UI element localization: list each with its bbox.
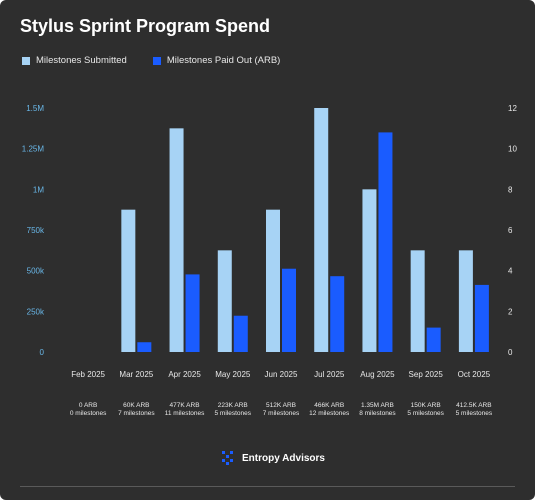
legend-item-paid: Milestones Paid Out (ARB) [152,55,281,66]
x-tick-label: Aug 2025 [360,370,395,379]
bar-paid [474,284,489,352]
bar-paid [185,274,200,352]
bar-paid [282,268,296,352]
bar-submitted [362,189,377,352]
annotation-arb: 0 ARB [79,402,97,409]
annotation-milestones: 5 milestones [456,410,493,417]
legend-item-submitted: Milestones Submitted [22,55,127,66]
x-tick-label: Apr 2025 [168,370,201,379]
x-tick-label: Mar 2025 [119,370,153,379]
annotation-milestones: 5 milestones [407,410,444,417]
y-left-tick-label: 750k [27,226,45,235]
y-left-tick-label: 250k [27,307,45,316]
bar-submitted [266,209,280,352]
annotation-milestones: 7 milestones [118,410,155,417]
annotation-arb: 1.35M ARB [361,402,394,409]
annotation-arb: 223K ARB [218,402,248,409]
legend: Milestones Submitted Milestones Paid Out… [22,55,280,66]
y-left-tick-label: 1M [33,185,44,194]
y-right-tick-label: 10 [508,145,517,154]
annotation-milestones: 8 milestones [359,410,396,417]
annotation-milestones: 7 milestones [263,410,300,417]
annotation-milestones: 12 milestones [309,410,350,417]
annotation-milestones: 0 milestones [70,410,107,417]
y-right-tick-label: 4 [508,267,513,276]
entropy-logo-icon [222,451,233,465]
legend-label-paid: Milestones Paid Out (ARB) [166,55,281,66]
bar-submitted [314,108,329,352]
annotation-arb: 477K ARB [170,402,200,409]
y-right-tick-label: 12 [508,104,517,113]
bar-submitted [458,250,473,352]
y-right-tick-label: 6 [508,226,513,235]
bar-submitted [169,128,184,352]
legend-swatch-submitted [22,56,30,65]
footer-divider [20,486,515,487]
y-left-tick-label: 0 [40,348,45,357]
y-right-tick-label: 8 [508,185,513,194]
x-tick-label: Jul 2025 [314,370,345,379]
bar-paid [330,276,345,352]
annotation-milestones: 5 milestones [215,410,252,417]
annotation-arb: 512K ARB [266,402,296,409]
legend-swatch-paid [152,56,161,65]
annotation-arb: 60K ARB [123,402,149,409]
x-tick-label: Oct 2025 [458,370,491,379]
bar-submitted [217,250,232,352]
y-left-tick-label: 1.25M [22,145,45,154]
x-tick-label: Feb 2025 [71,370,105,379]
x-tick-label: Sep 2025 [409,370,444,379]
annotation-milestones: 11 milestones [165,410,205,417]
annotation-arb: 466K ARB [314,402,344,409]
y-right-tick-label: 0 [508,348,513,357]
chart-title: Stylus Sprint Program Spend [20,16,271,36]
bar-paid [378,132,393,352]
x-tick-label: May 2025 [215,370,251,379]
brand: Entropy Advisors [222,451,325,465]
annotation-arb: 150K ARB [411,402,441,409]
legend-label-submitted: Milestones Submitted [36,55,127,66]
y-left-tick-label: 1.5M [26,104,44,113]
y-right-tick-label: 2 [508,307,513,316]
annotation-arb: 412.5K ARB [456,402,491,409]
bar-paid [233,315,248,352]
bar-paid [137,342,152,352]
x-tick-label: Jun 2025 [265,370,298,379]
brand-name: Entropy Advisors [242,452,325,464]
y-left-tick-label: 500k [27,267,45,276]
bar-submitted [410,250,425,352]
bar-paid [426,327,441,352]
bar-submitted [121,209,136,352]
